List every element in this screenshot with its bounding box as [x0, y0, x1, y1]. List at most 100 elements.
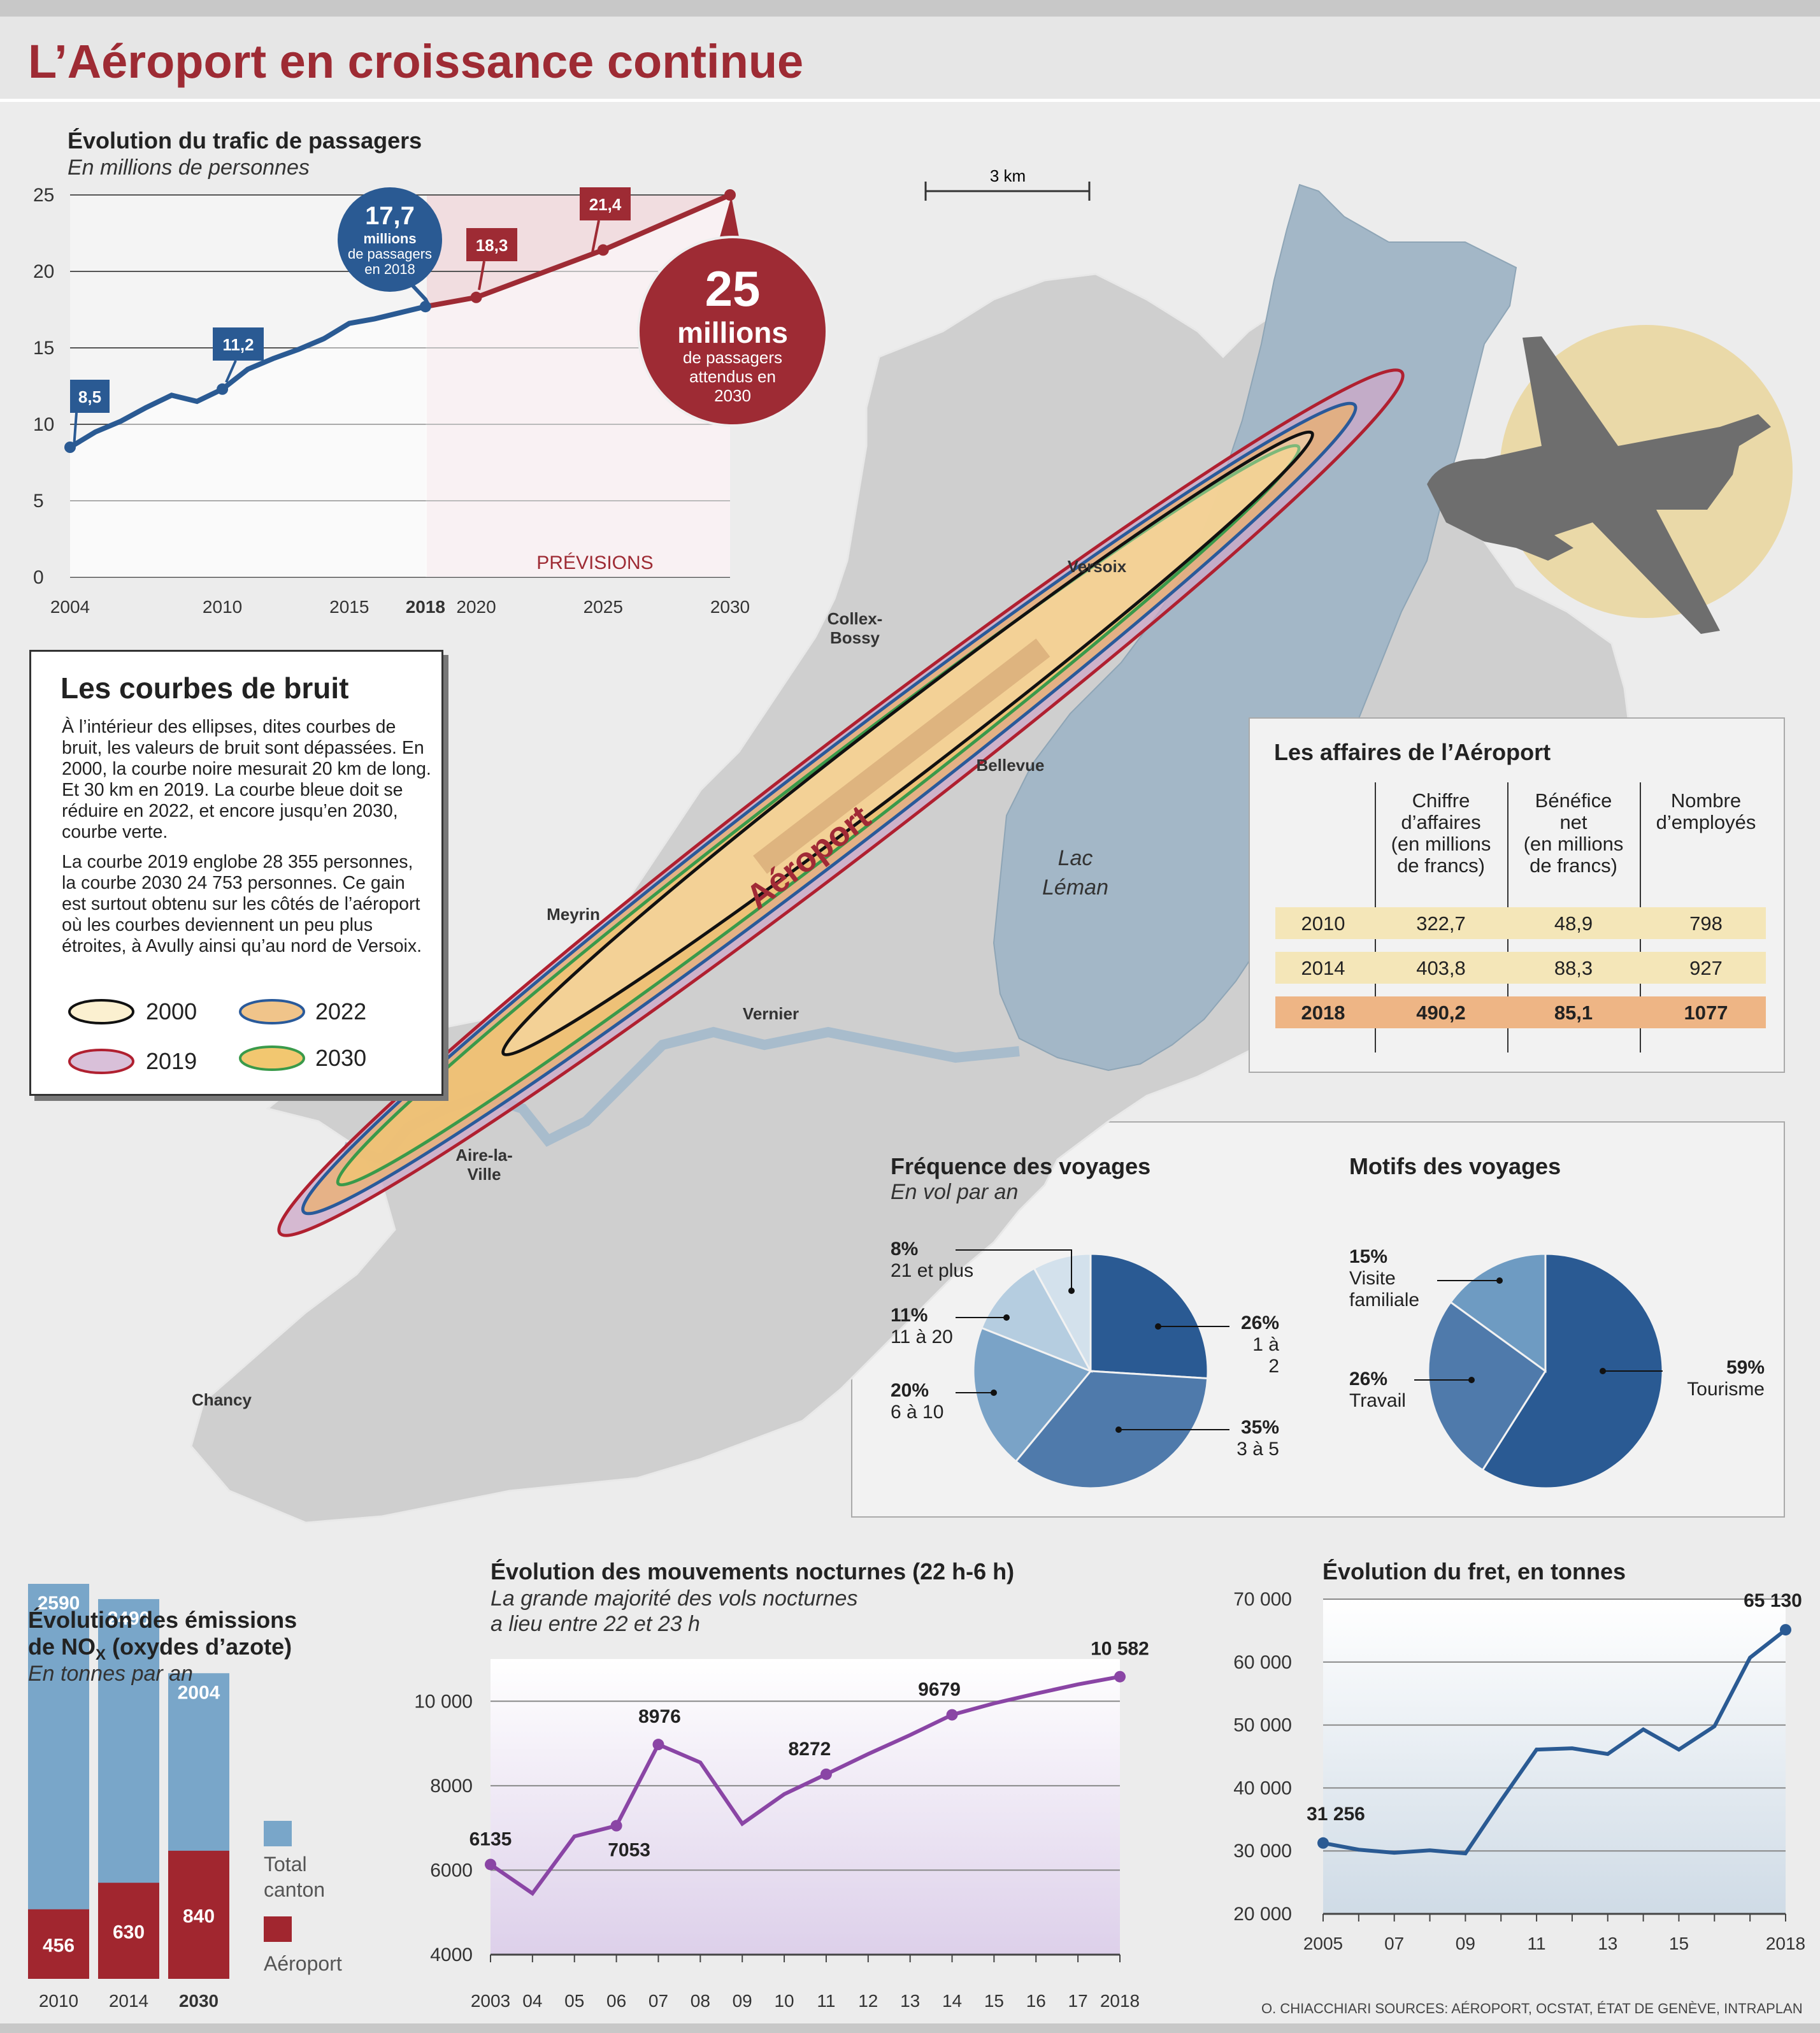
callout-2018-line2: de passagers: [348, 246, 432, 262]
nox-category-label: 2010: [39, 1991, 78, 2011]
callout-2030-line1: millions: [677, 316, 788, 349]
callout-2030: 25 millions de passagers attendus en 203…: [637, 196, 828, 427]
night-y-tick: 10 000: [414, 1691, 473, 1712]
freq-label-26: 26% 1 à 2: [1241, 1312, 1279, 1377]
nox-legend-total-label: Total canton: [264, 1851, 325, 1902]
place-vernier: Vernier: [743, 1004, 799, 1023]
freq-pct-8: 8%: [891, 1239, 919, 1260]
motive-desc-visite-1: Visite: [1349, 1268, 1396, 1289]
airport-runway: [753, 638, 1050, 874]
night-value-label: 7053: [608, 1840, 650, 1861]
business-row-2018: 2018 490,2 85,1 1077: [1275, 996, 1766, 1028]
callout-2030-line4: 2030: [714, 386, 751, 405]
freight-x-tick: 15: [1669, 1934, 1689, 1953]
night-chart: 4000 6000 8000 10 000 2003 04 05 06 07 08 09 10 11 1…: [414, 1639, 1149, 2011]
night-x-tick: 04: [522, 1991, 542, 2011]
night-x-tick: 17: [1068, 1991, 1088, 2011]
freq-label-35: 35% 3 à 5: [1235, 1417, 1279, 1460]
motive-desc-tourisme: Tourisme: [1687, 1379, 1765, 1400]
legend-label-2030: 2030: [315, 1045, 367, 1071]
nox-legend-total-1: Total: [264, 1853, 307, 1876]
place-aire-1: Aire-la-: [455, 1146, 513, 1165]
passenger-y-tick: 25: [33, 185, 54, 206]
bottom-rule: [0, 2023, 1820, 2033]
passenger-y-tick: 20: [33, 261, 54, 282]
nox-subtitle: En tonnes par an: [28, 1662, 193, 1686]
header-revenue-line3: (en millions: [1391, 833, 1491, 855]
motive-label-tourisme: 59% Tourisme: [1675, 1357, 1765, 1400]
business-title: Les affaires de l’Aéroport: [1274, 739, 1551, 765]
row-2010-staff: 798: [1689, 912, 1723, 935]
motives-pie-slice: [1427, 1300, 1547, 1472]
passenger-point: [597, 244, 609, 256]
nox-value-total: 2004: [178, 1682, 220, 1703]
frequency-pie-slice: [980, 1267, 1093, 1373]
nox-title-2: de NOX (oxydes d’azote): [28, 1634, 292, 1664]
callout-2018-line1: millions: [363, 231, 416, 247]
nox-bar-airport: [98, 1883, 159, 1979]
frequency-leader-dot: [991, 1390, 997, 1396]
frequency-pie: [956, 1249, 1229, 1490]
night-y-ticks: 4000 6000 8000 10 000: [414, 1691, 473, 1965]
night-point: [652, 1739, 664, 1751]
freq-pct-35: 35%: [1240, 1417, 1279, 1438]
flag-label-2020: 18,3: [476, 236, 508, 255]
lake-label-2: Léman: [1042, 875, 1108, 900]
legend-label-2022: 2022: [315, 998, 367, 1024]
header-revenue-line2: d’affaires: [1401, 811, 1481, 833]
noise-legend-swatches: [68, 999, 305, 1074]
passenger-x-tick: 2025: [584, 597, 623, 617]
freight-x-tick: 2018: [1766, 1934, 1805, 1953]
night-point: [946, 1709, 958, 1721]
nox-legend-total-swatch: [264, 1821, 292, 1846]
flag-2020: 18,3: [466, 228, 517, 291]
legend-swatch-2030: [239, 1045, 305, 1071]
night-x-tick: 10: [774, 1991, 794, 2011]
business-box: Les affaires de l’Aéroport Chiffre d’aff…: [1249, 717, 1785, 1073]
freight-x-ticks: 2005 07 09 11 13 15 2018: [1303, 1914, 1805, 1953]
nox-value-airport: 840: [183, 1906, 215, 1927]
motives-pie: [1414, 1253, 1664, 1490]
page-title: L’Aéroport en croissance continue: [28, 35, 804, 88]
night-x-ticks: 2003 04 05 06 07 08 09 10 11 12 13 14 15 16 17 2018: [471, 1955, 1140, 2011]
frequency-leader-dot: [1068, 1288, 1075, 1294]
frequency-leader-line: [956, 1249, 1072, 1291]
night-y-tick: 8000: [430, 1776, 473, 1797]
header-profit-line3: (en millions: [1523, 833, 1624, 855]
night-subtitle-2: a lieu entre 22 et 23 h: [491, 1612, 700, 1636]
freight-line: [1322, 1628, 1787, 1856]
header-profit-line4: de francs): [1530, 854, 1617, 877]
motive-pct-tourisme: 59%: [1726, 1357, 1765, 1378]
motive-pct-visite: 15%: [1349, 1246, 1388, 1267]
freq-label-8: 8% 21 et plus: [891, 1239, 973, 1282]
row-2018-revenue: 490,2: [1416, 1002, 1466, 1024]
business-header-profit: Bénéfice net (en millions de francs): [1510, 790, 1637, 877]
noise-paragraph-2: La courbe 2019 englobe 28 355 personnes,…: [62, 852, 422, 956]
business-row-2014: 2014 403,8 88,3 927: [1275, 952, 1766, 984]
header-staff-line1: Nombre: [1670, 789, 1742, 812]
night-point: [610, 1820, 622, 1832]
night-x-tick: 06: [606, 1991, 626, 2011]
freq-desc-8: 21 et plus: [891, 1260, 974, 1281]
nox-title-2sub: X: [96, 1646, 106, 1664]
night-x-tick: 08: [691, 1991, 710, 2011]
place-meyrin: Meyrin: [547, 905, 600, 924]
motives-pie-slice: [1449, 1253, 1547, 1373]
legend-swatch-2022: [239, 999, 305, 1024]
credits: O. CHIACCHIARI SOURCES: AÉROPORT, OCSTAT…: [1261, 2001, 1803, 2016]
header-profit-line2: net: [1559, 811, 1587, 833]
freq-pct-11: 11%: [891, 1305, 928, 1326]
night-value-label: 9679: [918, 1679, 961, 1700]
night-x-tick: 2018: [1100, 1991, 1140, 2011]
freight-point: [1780, 1624, 1791, 1636]
motives-leader-dot: [1496, 1277, 1503, 1284]
night-subtitle-1: La grande majorité des vols nocturnes: [491, 1586, 858, 1611]
passenger-y-ticks: 0 5 10 15 20 25: [33, 185, 54, 588]
business-header-staff: Nombre d’employés: [1642, 790, 1770, 833]
passenger-line-history: [68, 304, 426, 450]
frequency-pie-slice: [1014, 1370, 1209, 1490]
nox-title-1: Évolution des émissions: [28, 1607, 297, 1633]
nox-title-2b: (oxydes d’azote): [106, 1634, 292, 1660]
nox-legend-airport-swatch: [264, 1916, 292, 1942]
